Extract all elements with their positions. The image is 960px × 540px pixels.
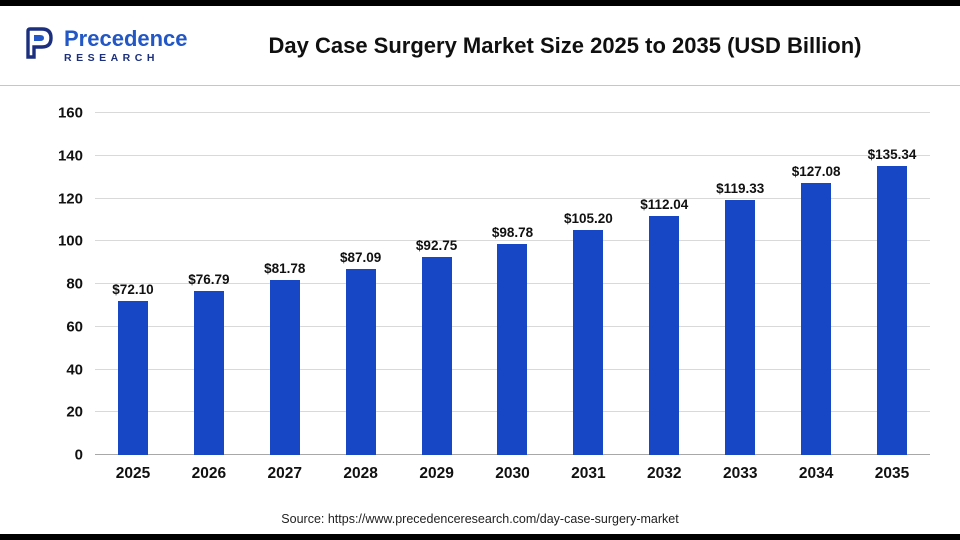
bar-group: $119.33 bbox=[702, 113, 778, 455]
y-axis-tick-label: 120 bbox=[57, 190, 83, 207]
bar bbox=[573, 230, 604, 455]
bar-value-label: $105.20 bbox=[563, 211, 613, 227]
gridline bbox=[95, 240, 930, 242]
gridline bbox=[95, 197, 930, 199]
bar bbox=[649, 215, 680, 455]
precedence-logo-icon bbox=[20, 25, 56, 66]
x-axis-tick-label: 2026 bbox=[191, 465, 227, 482]
y-axis-tick-label: 80 bbox=[66, 275, 83, 293]
bar-value-label: $76.79 bbox=[188, 271, 230, 287]
logo-line-1: Precedence bbox=[64, 26, 188, 52]
bar bbox=[497, 243, 528, 455]
y-axis-tick-label: 60 bbox=[66, 318, 83, 336]
bar-group: $135.34 bbox=[854, 113, 930, 455]
logo-line-2: RESEARCH bbox=[64, 51, 159, 64]
x-axis-tick-label: 2029 bbox=[419, 465, 454, 482]
bar bbox=[725, 199, 756, 455]
bar bbox=[117, 300, 148, 455]
source-attribution: Source: https://www.precedenceresearch.c… bbox=[281, 512, 679, 526]
x-axis-labels: 2025 2026 2027 2028 2029 2030 2031 2032 2033 2034… bbox=[95, 465, 930, 483]
y-axis-tick-label: 140 bbox=[57, 147, 83, 165]
x-axis-tick-label: 2035 bbox=[874, 465, 910, 482]
bar-group: $112.04 bbox=[626, 113, 702, 455]
bar-value-label: $87.09 bbox=[340, 249, 382, 265]
x-axis-tick-label: 2031 bbox=[571, 465, 606, 482]
bar-group: $98.78 bbox=[475, 113, 551, 455]
bars-row: $72.10 $76.79 $81.78 $87.09 $92.75 $98.78 $105… bbox=[95, 113, 930, 455]
top-border-strip bbox=[0, 0, 960, 6]
y-axis-tick-label: 160 bbox=[57, 104, 83, 122]
bar-value-label: $81.78 bbox=[264, 261, 306, 277]
x-axis-tick-label: 2030 bbox=[495, 465, 530, 482]
bar-value-label: $92.75 bbox=[415, 237, 458, 253]
y-axis-tick-label: 40 bbox=[66, 361, 83, 378]
bar-group: $92.75 bbox=[399, 113, 475, 455]
x-axis-tick-label: 2034 bbox=[798, 465, 834, 482]
bar-group: $127.08 bbox=[778, 113, 854, 455]
gridline bbox=[95, 154, 930, 156]
x-axis-tick-label: 2027 bbox=[267, 465, 302, 482]
bar-group: $76.79 bbox=[171, 113, 247, 455]
bar-value-label: $127.08 bbox=[791, 164, 841, 180]
bar-value-label: $112.04 bbox=[640, 196, 689, 212]
y-axis-tick-label: 100 bbox=[57, 232, 83, 250]
bar-value-label: $135.34 bbox=[867, 146, 917, 162]
bar-value-label: $98.78 bbox=[491, 224, 534, 240]
bar-group: $81.78 bbox=[247, 113, 323, 455]
bar bbox=[801, 183, 832, 455]
x-axis-tick-label: 2033 bbox=[722, 465, 758, 482]
bar-group: $105.20 bbox=[550, 113, 626, 455]
bar bbox=[421, 256, 452, 455]
bar-chart-plot-area: 0 20 40 60 80 100 120 140 160 $72.10 $76.79 $81.78 $… bbox=[58, 105, 930, 464]
bar-group: $87.09 bbox=[323, 113, 399, 455]
y-axis-tick-label: 0 bbox=[74, 446, 83, 464]
header: Precedence RESEARCH Day Case Surgery Mar… bbox=[0, 6, 960, 86]
x-axis-tick-label: 2028 bbox=[343, 465, 378, 482]
bar-value-label: $119.33 bbox=[716, 180, 765, 196]
y-axis-tick-label: 20 bbox=[66, 403, 83, 421]
bar bbox=[877, 165, 908, 455]
bar bbox=[269, 280, 300, 455]
bottom-border-strip bbox=[0, 534, 960, 540]
bar bbox=[193, 290, 224, 455]
logo-text: Precedence RESEARCH bbox=[64, 27, 188, 63]
precedence-research-logo: Precedence RESEARCH bbox=[0, 25, 210, 66]
chart-title: Day Case Surgery Market Size 2025 to 203… bbox=[268, 32, 862, 58]
x-axis-tick-label: 2025 bbox=[115, 465, 151, 482]
bar-group: $72.10 bbox=[95, 113, 171, 455]
gridline bbox=[95, 112, 930, 113]
x-axis-tick-label: 2032 bbox=[647, 465, 682, 482]
bar-value-label: $72.10 bbox=[112, 281, 154, 297]
bar bbox=[345, 268, 376, 455]
